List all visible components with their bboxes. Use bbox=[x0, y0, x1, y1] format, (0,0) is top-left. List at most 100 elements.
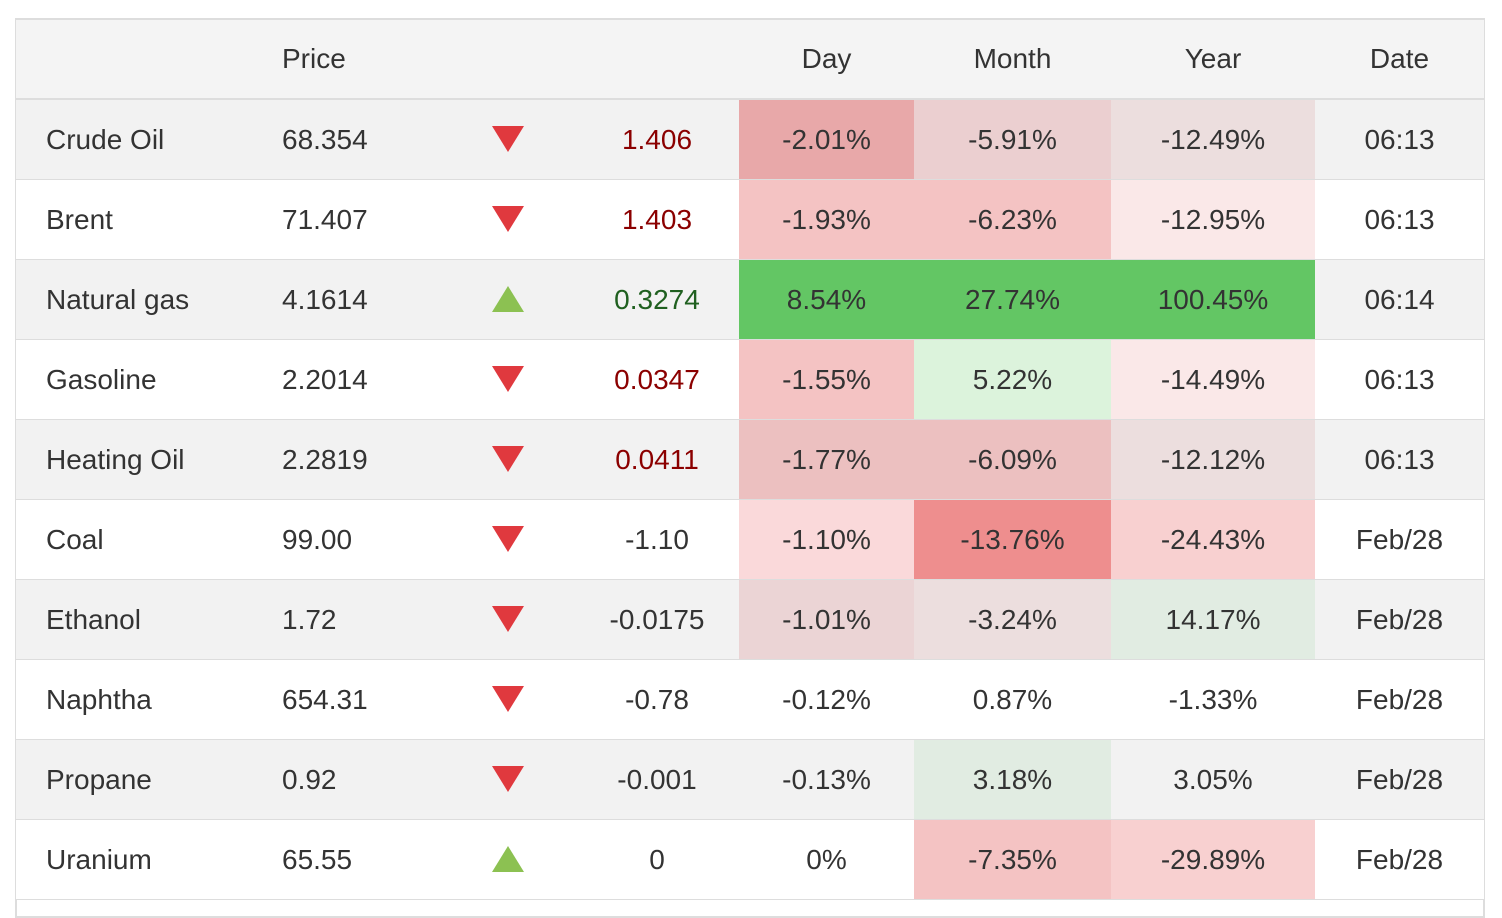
year-change-cell: -12.95% bbox=[1111, 179, 1315, 260]
date-cell: 06:13 bbox=[1315, 99, 1484, 180]
header-name bbox=[16, 20, 266, 100]
table-row[interactable]: Brent 71.407 1.403 -1.93% -6.23% -12.95% 06:13 bbox=[16, 179, 1484, 260]
header-price[interactable]: Price bbox=[266, 20, 441, 100]
change-cell: 1.406 bbox=[575, 99, 739, 180]
month-change-cell: -6.09% bbox=[914, 419, 1111, 500]
change-cell: -0.78 bbox=[575, 659, 739, 740]
direction-cell bbox=[441, 579, 575, 660]
direction-cell bbox=[441, 819, 575, 900]
commodity-name-link[interactable]: Gasoline bbox=[16, 339, 266, 420]
date-cell: 06:13 bbox=[1315, 419, 1484, 500]
table-row[interactable]: Ethanol 1.72 -0.0175 -1.01% -3.24% 14.17% Feb/… bbox=[16, 579, 1484, 660]
header-row: Price Day Month Year Date bbox=[16, 20, 1484, 100]
year-change-cell: -29.89% bbox=[1111, 819, 1315, 900]
arrow-down-icon bbox=[492, 206, 524, 233]
energy-prices-table: Price Day Month Year Date Crude Oil 68.35… bbox=[16, 20, 1484, 900]
table-row[interactable]: Propane 0.92 -0.001 -0.13% 3.18% 3.05% Feb/28 bbox=[16, 739, 1484, 820]
header-arrow bbox=[441, 20, 575, 100]
date-cell: 06:13 bbox=[1315, 339, 1484, 420]
table-row[interactable]: Heating Oil 2.2819 0.0411 -1.77% -6.09% -12.1… bbox=[16, 419, 1484, 500]
year-change-cell: -14.49% bbox=[1111, 339, 1315, 420]
direction-cell bbox=[441, 179, 575, 260]
direction-cell bbox=[441, 339, 575, 420]
commodity-name-link[interactable]: Coal bbox=[16, 499, 266, 580]
date-cell: 06:14 bbox=[1315, 259, 1484, 340]
date-cell: Feb/28 bbox=[1315, 579, 1484, 660]
date-cell: 06:13 bbox=[1315, 179, 1484, 260]
month-change-cell: -7.35% bbox=[914, 819, 1111, 900]
table-row[interactable]: Gasoline 2.2014 0.0347 -1.55% 5.22% -14.49% 06… bbox=[16, 339, 1484, 420]
month-change-cell: 27.74% bbox=[914, 259, 1111, 340]
month-change-cell: 0.87% bbox=[914, 659, 1111, 740]
change-cell: 1.403 bbox=[575, 179, 739, 260]
change-cell: 0.0411 bbox=[575, 419, 739, 500]
year-change-cell: -24.43% bbox=[1111, 499, 1315, 580]
arrow-down-icon bbox=[492, 126, 524, 153]
arrow-down-icon bbox=[492, 766, 524, 793]
arrow-down-icon bbox=[492, 446, 524, 473]
month-change-cell: -3.24% bbox=[914, 579, 1111, 660]
table-row[interactable]: Natural gas 4.1614 0.3274 8.54% 27.74% 100.45… bbox=[16, 259, 1484, 340]
commodity-name-link[interactable]: Naphtha bbox=[16, 659, 266, 740]
price-cell: 2.2819 bbox=[266, 419, 441, 500]
price-cell: 2.2014 bbox=[266, 339, 441, 420]
commodity-name-link[interactable]: Heating Oil bbox=[16, 419, 266, 500]
header-year[interactable]: Year bbox=[1111, 20, 1315, 100]
month-change-cell: -5.91% bbox=[914, 99, 1111, 180]
price-cell: 4.1614 bbox=[266, 259, 441, 340]
price-cell: 71.407 bbox=[266, 179, 441, 260]
header-day[interactable]: Day bbox=[739, 20, 914, 100]
arrow-down-icon bbox=[492, 526, 524, 553]
header-date[interactable]: Date bbox=[1315, 20, 1484, 100]
commodity-name-link[interactable]: Propane bbox=[16, 739, 266, 820]
day-change-cell: 0% bbox=[739, 819, 914, 900]
day-change-cell: -1.77% bbox=[739, 419, 914, 500]
change-cell: -0.0175 bbox=[575, 579, 739, 660]
direction-cell bbox=[441, 99, 575, 180]
year-change-cell: 14.17% bbox=[1111, 579, 1315, 660]
direction-cell bbox=[441, 259, 575, 340]
commodity-name-link[interactable]: Natural gas bbox=[16, 259, 266, 340]
date-cell: Feb/28 bbox=[1315, 499, 1484, 580]
day-change-cell: -1.10% bbox=[739, 499, 914, 580]
table-row[interactable]: Naphtha 654.31 -0.78 -0.12% 0.87% -1.33% Feb/2… bbox=[16, 659, 1484, 740]
arrow-up-icon bbox=[492, 846, 524, 873]
direction-cell bbox=[441, 659, 575, 740]
commodity-name-link[interactable]: Brent bbox=[16, 179, 266, 260]
table-row[interactable]: Uranium 65.55 0 0% -7.35% -29.89% Feb/28 bbox=[16, 819, 1484, 900]
change-cell: 0 bbox=[575, 819, 739, 900]
day-change-cell: 8.54% bbox=[739, 259, 914, 340]
year-change-cell: -1.33% bbox=[1111, 659, 1315, 740]
year-change-cell: 100.45% bbox=[1111, 259, 1315, 340]
month-change-cell: -13.76% bbox=[914, 499, 1111, 580]
year-change-cell: 3.05% bbox=[1111, 739, 1315, 820]
commodity-name-link[interactable]: Uranium bbox=[16, 819, 266, 900]
change-cell: 0.0347 bbox=[575, 339, 739, 420]
change-cell: -0.001 bbox=[575, 739, 739, 820]
day-change-cell: -1.55% bbox=[739, 339, 914, 420]
day-change-cell: -0.12% bbox=[739, 659, 914, 740]
header-change bbox=[575, 20, 739, 100]
arrow-down-icon bbox=[492, 686, 524, 713]
arrow-down-icon bbox=[492, 366, 524, 393]
month-change-cell: 3.18% bbox=[914, 739, 1111, 820]
commodity-name-link[interactable]: Ethanol bbox=[16, 579, 266, 660]
price-cell: 99.00 bbox=[266, 499, 441, 580]
day-change-cell: -2.01% bbox=[739, 99, 914, 180]
price-cell: 0.92 bbox=[266, 739, 441, 820]
arrow-down-icon bbox=[492, 606, 524, 633]
day-change-cell: -0.13% bbox=[739, 739, 914, 820]
day-change-cell: -1.01% bbox=[739, 579, 914, 660]
date-cell: Feb/28 bbox=[1315, 739, 1484, 820]
header-month[interactable]: Month bbox=[914, 20, 1111, 100]
date-cell: Feb/28 bbox=[1315, 819, 1484, 900]
arrow-up-icon bbox=[492, 286, 524, 313]
table-row[interactable]: Coal 99.00 -1.10 -1.10% -13.76% -24.43% Feb/28 bbox=[16, 499, 1484, 580]
table-row[interactable]: Crude Oil 68.354 1.406 -2.01% -5.91% -12.49% 0… bbox=[16, 99, 1484, 180]
month-change-cell: -6.23% bbox=[914, 179, 1111, 260]
change-cell: 0.3274 bbox=[575, 259, 739, 340]
direction-cell bbox=[441, 499, 575, 580]
commodity-name-link[interactable]: Crude Oil bbox=[16, 99, 266, 180]
price-cell: 65.55 bbox=[266, 819, 441, 900]
change-cell: -1.10 bbox=[575, 499, 739, 580]
